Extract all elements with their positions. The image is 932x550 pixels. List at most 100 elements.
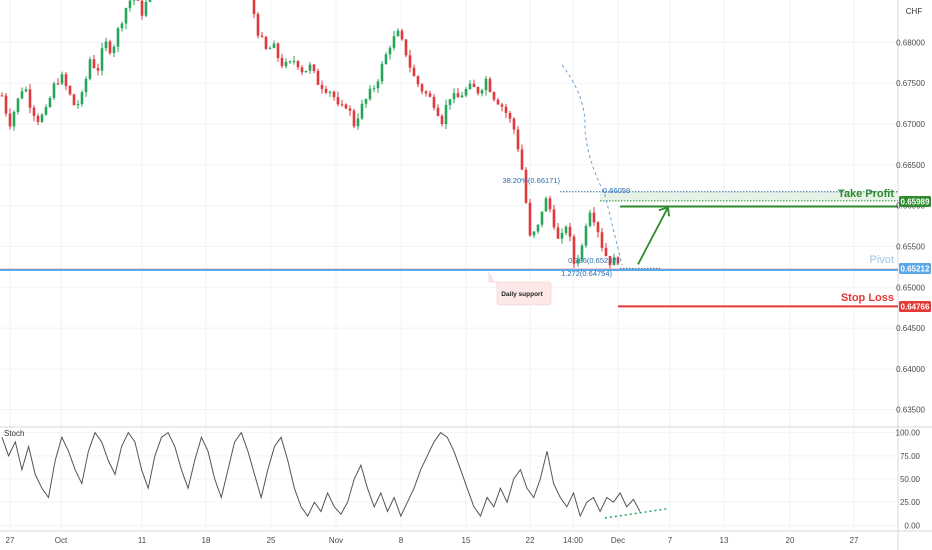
candle-body (0, 95, 4, 97)
fib-1272-label: 1.272(0.64754) (561, 269, 612, 278)
candle-body (384, 54, 388, 65)
fib-swing-curve (561, 64, 623, 266)
candle-body (600, 232, 604, 248)
axis-layer: 0.680000.675000.670000.665000.660000.655… (6, 38, 926, 545)
candle-body (76, 104, 80, 106)
candle-body (40, 114, 44, 122)
price-tick-label: 0.66500 (896, 161, 925, 170)
candle-body (68, 85, 72, 95)
candle-body (260, 35, 264, 37)
fib-zone-value-label: 0.66059 (603, 186, 630, 195)
candle-body (564, 226, 568, 233)
candle-body (396, 30, 400, 37)
candle-body (136, 0, 140, 1)
candle-body (440, 115, 444, 124)
candle-body (432, 96, 436, 108)
candle-body (520, 149, 524, 170)
stoch-trendline (604, 507, 669, 519)
candle-body (308, 64, 312, 71)
candle-body (324, 88, 328, 93)
candle-body (560, 232, 564, 239)
pivot-label: Pivot (870, 254, 894, 266)
candle-body (524, 169, 528, 203)
time-tick-label: 20 (786, 536, 795, 545)
candle-body (336, 97, 340, 105)
price-tick-label: 0.65000 (896, 283, 925, 292)
candle-body (32, 107, 36, 116)
levels-layer (0, 64, 898, 308)
candle-body (604, 247, 608, 257)
candle-body (80, 92, 84, 105)
candle-body (264, 36, 268, 49)
price-tick-label: 0.67000 (896, 120, 925, 129)
candle-body (124, 8, 128, 24)
price-tick-label: 0.65500 (896, 242, 925, 251)
candle-body (256, 14, 260, 36)
candle-body (556, 227, 560, 239)
candle-body (452, 93, 456, 100)
candle-body (532, 231, 536, 236)
candle-body (544, 198, 548, 212)
time-tick-label: 18 (202, 536, 211, 545)
candle-body (56, 83, 60, 85)
candle-body (372, 88, 376, 90)
candle-body (540, 211, 544, 225)
fib-382-label: 38.20%(0.66171) (502, 176, 560, 185)
candle-body (12, 111, 16, 127)
candle-body (300, 67, 304, 73)
candle-body (404, 39, 408, 56)
pivot-tag-text: 0.65212 (901, 265, 930, 274)
candle-body (512, 118, 516, 130)
candle-body (48, 97, 52, 108)
candle-body (60, 74, 64, 84)
candle-body (420, 84, 424, 92)
candle-body (144, 1, 148, 16)
projection-arrow-head (658, 206, 670, 217)
time-tick-label: 22 (526, 536, 535, 545)
candle-body (64, 74, 68, 86)
candle-body (492, 92, 496, 100)
candle-body (616, 257, 620, 264)
candle-body (472, 83, 476, 88)
candle-body (388, 47, 392, 55)
candle-body (460, 95, 464, 98)
candle-body (8, 113, 12, 127)
candle-body (576, 259, 580, 264)
stoch-tick-label: 25.00 (900, 498, 921, 507)
candle-body (416, 76, 420, 85)
candle-body (552, 209, 556, 228)
candle-body (24, 89, 28, 92)
candle-body (352, 110, 356, 127)
candle-body (588, 212, 592, 226)
candle-body (488, 78, 492, 93)
stoch-label: Stoch (4, 429, 24, 438)
candle-body (408, 55, 412, 68)
daily-support-callout: Daily support (488, 271, 552, 306)
candle-body (584, 225, 588, 246)
candle-body (476, 87, 480, 94)
candle-body (392, 36, 396, 48)
candle-body (580, 245, 584, 260)
daily-support-box (488, 271, 552, 306)
candle-body (400, 30, 404, 40)
candle-body (316, 71, 320, 85)
candle-body (368, 88, 372, 100)
price-tick-label: 0.67500 (896, 79, 925, 88)
candle-body (496, 99, 500, 105)
candle-body (448, 99, 452, 105)
stoch-k-line (1, 431, 641, 518)
candle-body (4, 95, 8, 114)
candle-body (120, 23, 124, 29)
candle-body (292, 61, 296, 63)
stoch-layer (1, 431, 669, 519)
candle-body (516, 129, 520, 150)
candle-body (328, 91, 332, 93)
candle-body (444, 104, 448, 124)
candle-body (108, 41, 112, 54)
candles-layer (0, 0, 620, 270)
candle-body (596, 222, 600, 233)
candle-body (548, 198, 552, 210)
